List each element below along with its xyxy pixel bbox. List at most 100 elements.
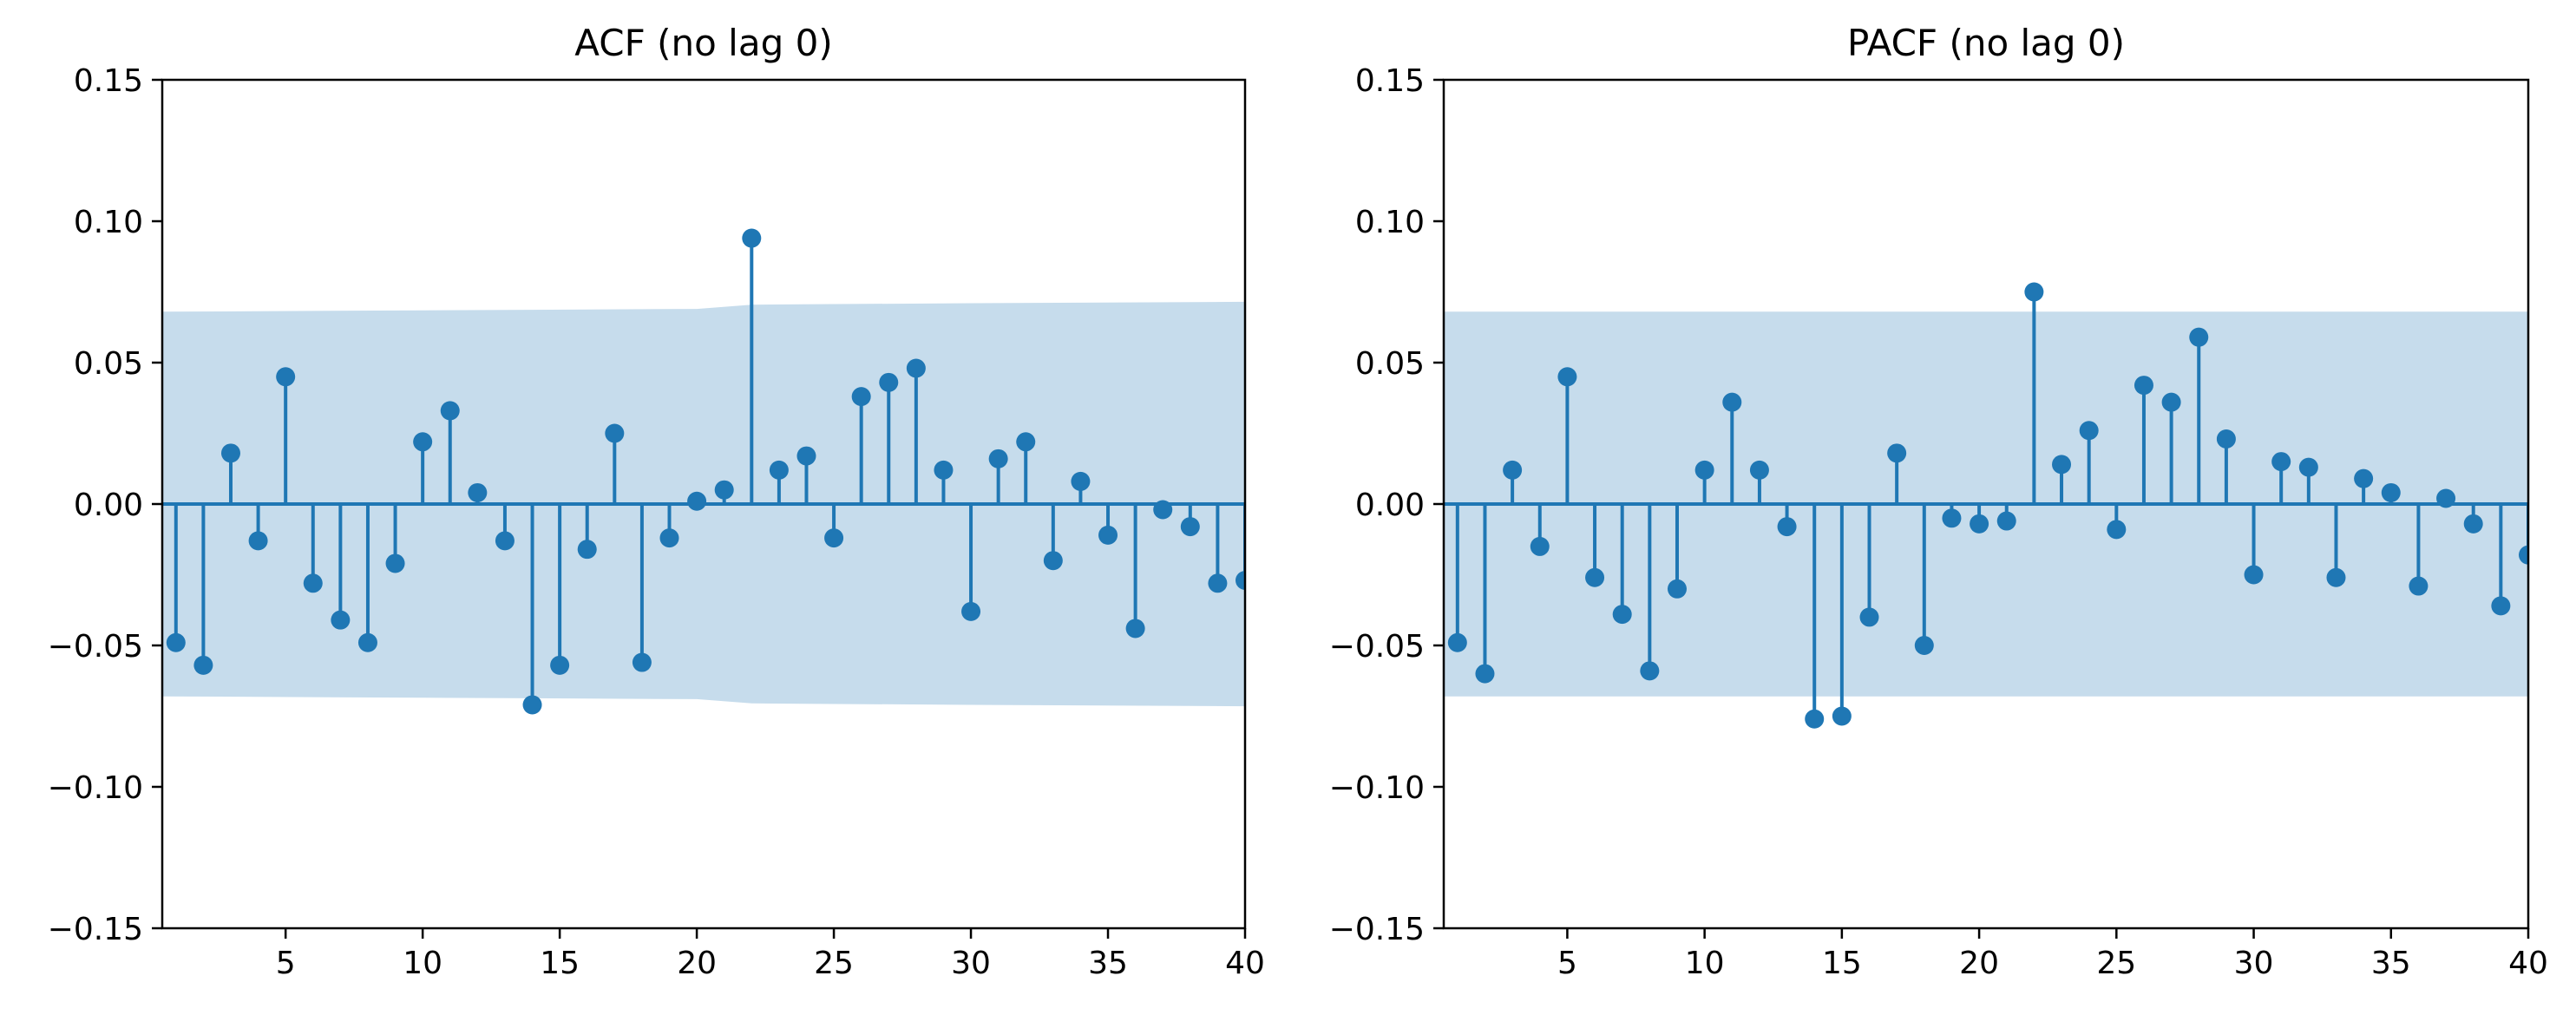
acf-marker-lag-26	[851, 387, 871, 407]
pacf-marker-lag-25	[2107, 520, 2127, 540]
pacf-marker-lag-20	[1970, 514, 1989, 534]
acf-marker-lag-35	[1098, 525, 1118, 545]
pacf-marker-lag-27	[2161, 392, 2181, 412]
acf-marker-lag-8	[357, 632, 377, 652]
pacf-marker-lag-35	[2381, 482, 2401, 502]
acf-panel: ACF (no lag 0) −0.15 −0.10 −0.05 0.00 0.05 0.…	[48, 22, 1265, 981]
acf-marker-lag-27	[879, 372, 899, 392]
acf-marker-lag-14	[522, 695, 542, 715]
pacf-marker-lag-9	[1667, 579, 1687, 599]
acf-marker-lag-6	[303, 573, 323, 593]
pacf-marker-lag-33	[2326, 567, 2346, 587]
acf-marker-lag-28	[906, 358, 926, 378]
acf-marker-lag-37	[1153, 500, 1173, 520]
acf-marker-lag-9	[385, 553, 405, 573]
acf-marker-lag-17	[605, 423, 625, 443]
pacf-marker-lag-17	[1887, 443, 1907, 463]
acf-x-tick-label: 25	[814, 946, 854, 981]
pacf-marker-lag-12	[1749, 460, 1769, 480]
acf-marker-lag-39	[1208, 573, 1228, 593]
pacf-x-tick-label: 5	[1557, 946, 1577, 981]
pacf-marker-lag-24	[2079, 421, 2099, 441]
pacf-marker-lag-32	[2298, 457, 2318, 477]
acf-marker-lag-7	[331, 610, 351, 630]
pacf-marker-lag-26	[2134, 376, 2153, 396]
pacf-marker-lag-30	[2244, 565, 2264, 585]
pacf-marker-lag-7	[1612, 605, 1632, 625]
pacf-marker-lag-18	[1914, 636, 1934, 655]
acf-x-tick-label: 15	[540, 946, 580, 981]
pacf-x-tick-label: 15	[1822, 946, 1862, 981]
acf-y-tick-label: −0.10	[48, 770, 143, 806]
pacf-marker-lag-10	[1694, 460, 1714, 480]
pacf-y-tick-label: 0.00	[1355, 488, 1425, 523]
acf-x-tick-label: 35	[1088, 946, 1128, 981]
pacf-marker-lag-23	[2052, 455, 2072, 475]
pacf-marker-lag-38	[2463, 514, 2483, 534]
pacf-marker-lag-1	[1447, 632, 1467, 652]
acf-y-tick-label: −0.05	[48, 629, 143, 665]
acf-marker-lag-1	[166, 632, 186, 652]
pacf-x-tick-label: 10	[1685, 946, 1725, 981]
pacf-marker-lag-37	[2436, 488, 2456, 508]
pacf-marker-lag-28	[2189, 327, 2209, 347]
acf-marker-lag-22	[742, 228, 762, 248]
pacf-marker-lag-8	[1640, 661, 1660, 681]
pacf-marker-lag-19	[1942, 508, 1962, 528]
acf-marker-lag-21	[714, 480, 734, 500]
pacf-marker-lag-36	[2409, 576, 2429, 596]
acf-marker-lag-3	[220, 443, 240, 463]
acf-marker-lag-5	[276, 367, 296, 387]
acf-plot-area	[162, 228, 1245, 715]
pacf-title: PACF (no lag 0)	[1847, 22, 2125, 64]
acf-marker-lag-13	[495, 531, 515, 551]
pacf-panel: PACF (no lag 0) −0.15 −0.10 −0.05 0.00 0.05 0…	[1329, 22, 2548, 981]
acf-marker-lag-16	[577, 540, 597, 560]
pacf-x-tick-label: 25	[2096, 946, 2136, 981]
acf-y-tick-label: 0.10	[74, 205, 143, 240]
pacf-marker-lag-13	[1777, 517, 1797, 537]
acf-y-tick-label: 0.15	[74, 63, 143, 99]
pacf-y-tick-label: −0.05	[1329, 629, 1425, 665]
pacf-x-tick-label: 20	[1959, 946, 1999, 981]
acf-marker-lag-20	[687, 491, 707, 511]
pacf-y-tick-label: 0.15	[1355, 63, 1425, 99]
acf-marker-lag-18	[632, 652, 652, 672]
acf-marker-lag-33	[1043, 551, 1063, 571]
acf-marker-lag-11	[440, 401, 460, 421]
pacf-marker-lag-40	[2519, 545, 2528, 565]
acf-marker-lag-30	[961, 601, 981, 621]
acf-marker-lag-25	[824, 528, 844, 548]
acf-x-tick-label: 30	[951, 946, 991, 981]
pacf-x-tick-label: 30	[2234, 946, 2274, 981]
pacf-marker-lag-21	[1996, 511, 2016, 531]
pacf-x-tick-label: 35	[2371, 946, 2411, 981]
pacf-marker-lag-29	[2216, 429, 2236, 449]
pacf-marker-lag-15	[1832, 706, 1852, 726]
acf-marker-lag-15	[550, 655, 570, 675]
acf-marker-lag-38	[1180, 517, 1200, 537]
acf-marker-lag-40	[1236, 571, 1245, 591]
acf-marker-lag-36	[1125, 619, 1145, 638]
acf-x-tick-label: 5	[276, 946, 296, 981]
acf-marker-lag-12	[468, 482, 488, 502]
pacf-y-tick-label: −0.10	[1329, 770, 1425, 806]
pacf-marker-lag-31	[2271, 452, 2291, 472]
acf-marker-lag-32	[1016, 432, 1036, 452]
pacf-y-tick-label: −0.15	[1329, 912, 1425, 947]
acf-x-tick-label: 40	[1225, 946, 1265, 981]
acf-marker-lag-10	[413, 432, 433, 452]
pacf-y-tick-label: 0.05	[1355, 346, 1425, 382]
pacf-y-tick-label: 0.10	[1355, 205, 1425, 240]
acf-marker-lag-29	[934, 460, 954, 480]
acf-marker-lag-4	[248, 531, 268, 551]
acf-y-tick-label: −0.15	[48, 912, 143, 947]
pacf-marker-lag-14	[1805, 709, 1825, 729]
pacf-marker-lag-39	[2491, 596, 2511, 616]
pacf-marker-lag-11	[1722, 392, 1742, 412]
pacf-marker-lag-6	[1585, 567, 1605, 587]
acf-y-tick-label: 0.05	[74, 346, 143, 382]
acf-marker-lag-19	[659, 528, 679, 548]
acf-marker-lag-24	[796, 446, 816, 466]
